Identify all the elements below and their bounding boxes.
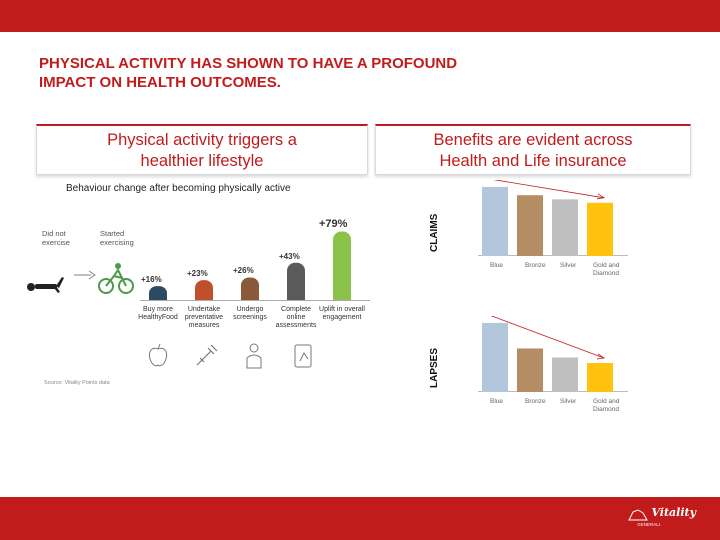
lapses-chart-trend-arrowhead: [596, 353, 606, 360]
source-note: Source: Vitality Points data: [44, 380, 110, 386]
left-heading-line1: Physical activity triggers a: [107, 131, 297, 149]
behaviour-category-label-0: Buy more HealthyFood: [138, 306, 178, 321]
claims-chart-tier-label-2: Silver: [560, 262, 577, 269]
lapses-chart-bar-1: [517, 348, 543, 392]
behaviour-bar-base-0: [149, 294, 167, 300]
started-exercising-label: Started exercising: [100, 229, 134, 247]
behaviour-chart-subtitle: Behaviour change after becoming physical…: [66, 183, 291, 194]
apple-icon: [148, 343, 168, 367]
did-not-exercise-label: Did not exercise: [42, 229, 70, 247]
lapses-chart-tier-label-2: Silver: [560, 398, 577, 405]
lapses-chart-bar-0: [482, 322, 508, 392]
behaviour-category-label-3: Complete online assessments: [275, 306, 317, 329]
claims-chart-bar-0: [482, 186, 508, 256]
behaviour-value-label-1: +23%: [187, 269, 208, 279]
behaviour-category-label-4: Uplift in overall engagement: [319, 306, 365, 321]
tablet-icon: [294, 344, 312, 368]
claims-chart-tier-label-3: Gold and Diamond: [593, 262, 620, 277]
claims-bar-chart: [478, 180, 628, 256]
slide-title-line1: PHYSICAL ACTIVITY HAS SHOWN TO HAVE A PR…: [39, 55, 458, 72]
generali-logo-text: GENERALI: [637, 522, 660, 527]
slide-title-line2: IMPACT ON HEALTH OUTCOMES.: [39, 74, 281, 91]
generali-lion-icon: [628, 509, 648, 521]
lapses-bar-chart: [478, 316, 628, 392]
claims-chart-tier-label-0: Blue: [490, 262, 504, 269]
lapses-chart-tier-label-0: Blue: [490, 398, 504, 405]
behaviour-chart-axis: [140, 300, 370, 301]
behaviour-bar-base-2: [241, 285, 259, 300]
person-lying-icon: [27, 277, 64, 293]
lapses-chart-trend-arrow: [490, 316, 605, 359]
behaviour-value-label-0: +16%: [141, 275, 162, 285]
right-panel-heading: Benefits are evident across Health and L…: [375, 124, 691, 175]
claims-chart-tier-label-1: Bronze: [525, 262, 546, 269]
left-heading-line2: healthier lifestyle: [140, 152, 264, 170]
top-brand-bar: [0, 0, 720, 32]
arrow-right-icon: [74, 270, 96, 280]
claims-label: CLAIMS: [429, 213, 440, 252]
lapses-chart-bar-3: [587, 362, 613, 392]
claims-chart-bar-3: [587, 202, 613, 256]
vitality-logo: Vitality: [651, 506, 696, 519]
behaviour-value-label-3: +43%: [279, 251, 300, 261]
behaviour-bar-base-4: [333, 239, 351, 300]
behaviour-category-label-1: Undertake preventative measures: [184, 306, 224, 329]
cyclist-icon: [98, 263, 134, 294]
behaviour-value-label-2: +26%: [233, 266, 254, 276]
claims-chart-bar-2: [552, 199, 578, 256]
behaviour-value-label-4: +79%: [319, 217, 348, 230]
behaviour-bar-chart: [149, 231, 351, 300]
lapses-chart-tier-label-3: Gold and Diamond: [593, 398, 620, 413]
right-heading-line1: Benefits are evident across: [433, 131, 633, 149]
lapses-chart-tier-label-1: Bronze: [525, 398, 546, 405]
lapses-chart-bar-2: [552, 357, 578, 392]
left-panel-heading: Physical activity triggers a healthier l…: [36, 124, 368, 175]
claims-chart-trend-arrow: [493, 180, 605, 199]
right-heading-line2: Health and Life insurance: [439, 152, 627, 170]
claims-chart-trend-arrowhead: [596, 193, 606, 200]
slide-title: PHYSICAL ACTIVITY HAS SHOWN TO HAVE A PR…: [39, 54, 599, 92]
behaviour-bar-base-1: [195, 288, 213, 300]
syringe-icon: [196, 344, 218, 366]
claims-chart-bar-1: [517, 195, 543, 256]
bottom-brand-bar: [0, 497, 720, 540]
behaviour-category-label-2: Undergo screenings: [233, 306, 267, 321]
behaviour-bar-base-3: [287, 270, 305, 300]
screening-icon: [246, 343, 262, 369]
lapses-label: LAPSES: [429, 347, 440, 388]
